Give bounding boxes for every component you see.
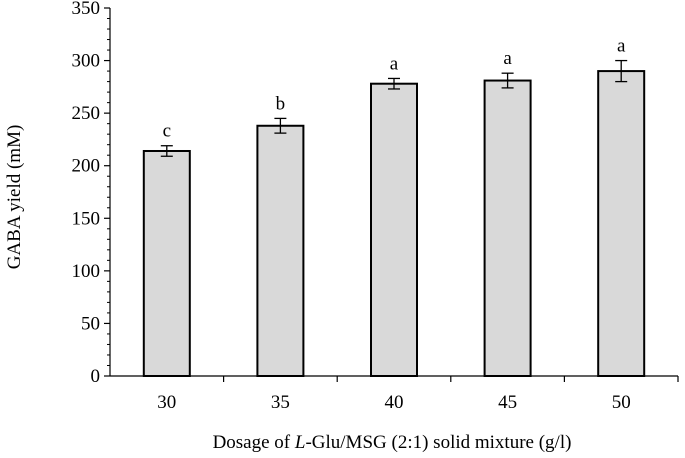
x-axis-title: Dosage of L-Glu/MSG (2:1) solid mixture … (213, 432, 572, 453)
x-axis-title-part-1: Dosage of (213, 432, 295, 453)
significance-label: c (163, 121, 171, 142)
y-axis-title: GABA yield (mM) (4, 125, 25, 270)
significance-label: b (276, 93, 286, 114)
significance-label: a (503, 48, 512, 69)
y-axis: 0 50 100 150 200 250 300 350 (72, 0, 111, 387)
bar (142, 149, 191, 377)
x-tick-label: 30 (157, 392, 176, 413)
y-tick-label: 150 (72, 208, 101, 229)
x-axis-title-part-2: -Glu/MSG (2:1) solid mixture (g/l) (305, 432, 571, 453)
bar (256, 124, 305, 378)
bar (597, 70, 646, 377)
y-tick-label: 350 (72, 0, 101, 19)
y-tick-label: 200 (72, 156, 101, 177)
y-tick-label: 50 (81, 313, 100, 334)
y-tick-label: 300 (72, 51, 101, 72)
bars: c b a a a (142, 36, 646, 378)
x-axis-title-italic: L (294, 432, 306, 453)
x-tick-label: 50 (612, 392, 631, 413)
bar (370, 82, 418, 378)
bar (483, 79, 532, 377)
x-tick-label: 35 (271, 392, 290, 413)
x-tick-label: 40 (385, 392, 404, 413)
x-axis: 30 35 40 45 50 (110, 375, 679, 413)
significance-label: a (390, 53, 399, 74)
y-tick-label: 100 (72, 261, 101, 282)
y-tick-label: 0 (91, 366, 101, 387)
x-tick-label: 45 (498, 392, 517, 413)
significance-label: a (617, 36, 626, 57)
y-tick-label: 250 (72, 103, 101, 124)
